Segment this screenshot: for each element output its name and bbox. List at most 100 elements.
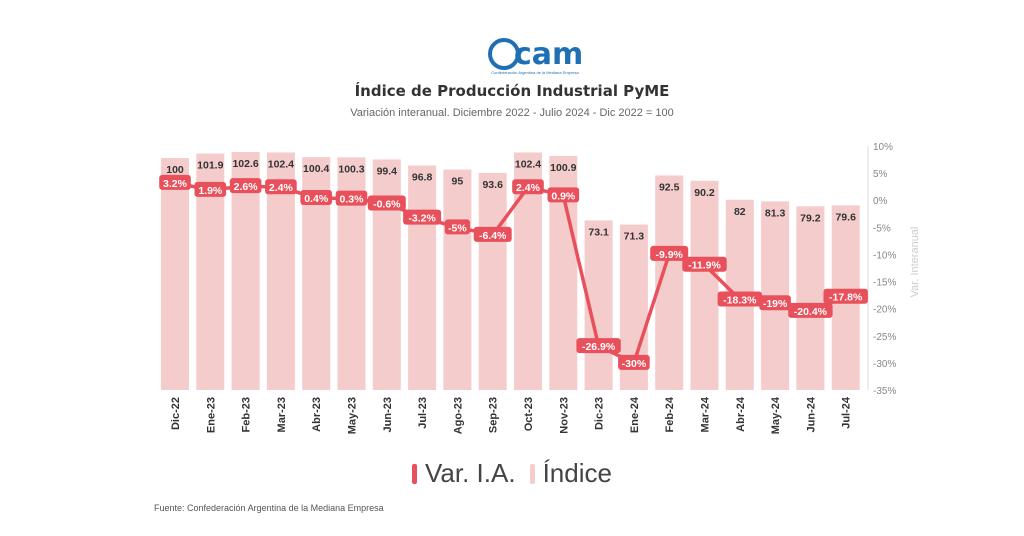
line-value-label: -0.6%: [373, 198, 401, 210]
line-label-bg: [717, 291, 762, 307]
bar-value-label: 101.9: [197, 160, 223, 172]
line-value-label: -17.8%: [829, 292, 863, 304]
legend-bar-swatch: [529, 463, 535, 484]
y-axis-title: Var. Interanual: [909, 227, 921, 298]
x-tick-label: Jul-23: [417, 397, 429, 429]
line-label-bg: [265, 179, 297, 195]
x-tick-label: Ene-24: [629, 396, 641, 433]
chart-title: Índice de Producción Industrial PyME: [354, 82, 670, 100]
logo-text: came: [514, 37, 583, 72]
line-label-bg: [194, 181, 227, 197]
line-label-bg: [403, 209, 442, 225]
y-tick-label: -35%: [873, 386, 896, 397]
line-label-bg: [473, 226, 512, 242]
line-label-bg: [788, 302, 833, 318]
bar-value-label: 92.5: [659, 181, 680, 193]
line-value-label: 0.4%: [304, 193, 329, 205]
x-tick-label: Dic-23: [594, 397, 606, 430]
line-label-bg: [300, 190, 332, 206]
line-label-bg: [367, 195, 406, 211]
y-tick-label: -10%: [873, 250, 896, 261]
line-label-bg: [650, 245, 689, 261]
x-tick-label: Jun-23: [382, 397, 394, 432]
x-tick-label: Ene-23: [205, 397, 217, 433]
bar-value-label: 93.6: [482, 179, 503, 191]
y-tick-label: -25%: [873, 332, 896, 343]
bar: [161, 158, 189, 390]
line-value-label: -11.9%: [688, 260, 721, 272]
line-label-bg: [682, 256, 727, 272]
bar-value-label: 102.4: [268, 158, 294, 170]
bar: [408, 165, 437, 390]
y-tick-label: -15%: [873, 278, 896, 289]
x-tick-label: Abr-23: [311, 397, 323, 432]
bar-value-label: 95: [452, 176, 464, 188]
bar-value-label: 100.3: [338, 163, 364, 175]
legend: Var. I.A. Índice: [0, 458, 1024, 489]
chart-subtitle: Variación interanual. Diciembre 2022 - J…: [350, 107, 674, 119]
line-value-label: 2.4%: [516, 182, 541, 194]
line-label-bg: [159, 174, 191, 190]
line-value-label: -6.4%: [479, 230, 507, 242]
line-label-bg: [444, 219, 470, 235]
bar: [478, 172, 507, 390]
line-label-bg: [618, 354, 650, 370]
line-label-bg: [759, 295, 791, 311]
source-note: Fuente: Confederación Argentina de la Me…: [154, 503, 384, 513]
y-tick-label: 10%: [873, 142, 893, 153]
line-value-label: -18.3%: [723, 294, 757, 306]
line-value-label: -3.2%: [408, 213, 436, 225]
line-value-label: -19%: [763, 298, 788, 310]
legend-bar-label: Índice: [542, 458, 612, 488]
x-tick-label: Dic-22: [170, 397, 182, 430]
x-tick-label: Nov-23: [558, 397, 570, 434]
x-tick-label: Jul-24: [841, 396, 853, 429]
x-tick-label: May-24: [770, 396, 782, 434]
x-tick-label: Ago-23: [452, 397, 464, 434]
line-value-label: -5%: [448, 222, 467, 234]
bar-value-label: 79.2: [800, 212, 821, 224]
y-tick-label: -5%: [873, 223, 891, 234]
bar-value-label: 99.4: [377, 165, 398, 177]
logo-tagline: Confederación Argentina de la Mediana Em…: [491, 70, 579, 75]
y-tick-label: 5%: [873, 169, 888, 180]
x-tick-label: Abr-24: [735, 396, 747, 432]
line-value-label: 0.9%: [551, 190, 576, 202]
line-value-label: 2.4%: [269, 182, 294, 194]
line-label-bg: [229, 178, 262, 194]
bar: [796, 206, 825, 390]
bar: [690, 180, 719, 390]
bar: [443, 169, 472, 390]
bar-value-label: 81.3: [765, 207, 786, 219]
x-tick-label: Mar-24: [700, 396, 712, 432]
line-value-label: -9.9%: [655, 249, 683, 261]
x-tick-label: May-23: [347, 397, 359, 434]
legend-item-line[interactable]: Var. I.A.: [412, 458, 516, 489]
bar-value-label: 82: [734, 206, 746, 218]
x-tick-label: Oct-23: [523, 397, 535, 431]
line-value-label: 3.2%: [163, 178, 188, 190]
line-label-bg: [512, 179, 544, 195]
line-value-label: 1.9%: [198, 185, 223, 197]
x-tick-label: Feb-24: [664, 396, 676, 432]
bar-value-label: 102.4: [515, 158, 541, 170]
line-label-bg: [576, 338, 621, 354]
legend-item-bar[interactable]: Índice: [529, 458, 612, 489]
line-value-label: 0.3%: [340, 194, 365, 206]
bar-value-label: 79.6: [835, 211, 856, 223]
bar-value-label: 102.6: [232, 158, 258, 170]
bar-value-label: 90.2: [694, 187, 715, 199]
x-tick-label: Feb-23: [241, 397, 253, 432]
line-label-bg: [823, 288, 868, 304]
line-value-label: -20.4%: [794, 306, 828, 318]
x-tick-label: Mar-23: [276, 397, 288, 432]
line-value-label: -30%: [622, 358, 647, 370]
line-label-bg: [335, 190, 368, 206]
bar: [372, 159, 401, 390]
bar-value-label: 100: [166, 164, 184, 176]
y-tick-label: 0%: [873, 196, 888, 207]
legend-line-swatch: [412, 463, 418, 484]
y-tick-label: -30%: [873, 359, 896, 370]
x-tick-label: Sep-23: [488, 397, 500, 433]
